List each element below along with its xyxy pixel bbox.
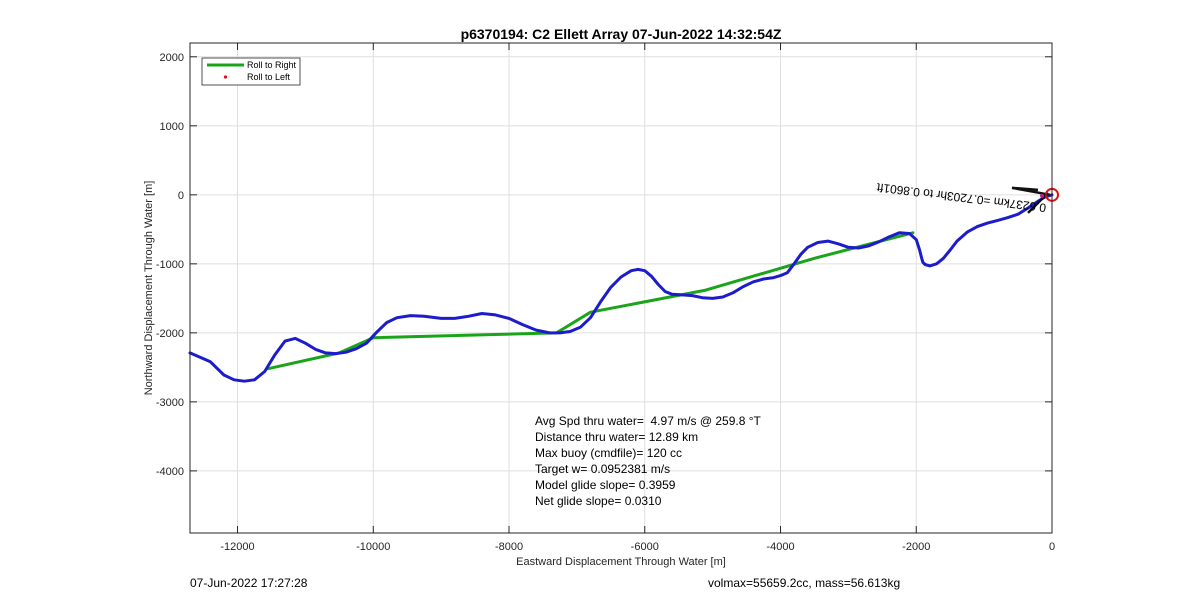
series-track-line [188,193,1054,383]
heading-arrow-barb [1027,191,1049,214]
x-tick-label: -8000 [495,541,523,553]
y-axis-label: Northward Displacement Through Water [m] [143,181,155,396]
waypoint-dot [1040,193,1044,198]
x-axis-label: Eastward Displacement Through Water [m] [516,556,726,568]
footer-mass-info: volmax=55659.2cc, mass=56.613kg [708,576,901,590]
stat-avg-speed: Avg Spd thru water= 4.97 m/s @ 259.8 °T [535,414,762,428]
x-tick-label: -12000 [220,541,254,553]
legend-box [201,57,301,86]
stats-block: Avg Spd thru water= 4.97 m/s @ 259.8 °T … [535,414,762,508]
x-tick-label: -2000 [902,541,930,553]
x-tick-label: -4000 [766,541,794,553]
stat-max-buoy: Max buoy (cmdfile)= 120 cc [535,446,682,460]
legend: Roll to Right Roll to Left [201,57,301,86]
series-roll-right-line [266,231,915,371]
x-tick-label: -10000 [356,541,390,553]
y-tick-label: 1000 [160,121,184,133]
y-tick-label: -1000 [156,259,184,271]
x-tick-label: -6000 [631,541,659,553]
chart-title: p6370194: C2 Ellett Array 07-Jun-2022 14… [461,26,782,42]
stat-model-glide: Model glide slope= 0.3959 [535,478,676,492]
legend-label-roll-right: Roll to Right [247,60,297,70]
legend-label-roll-left: Roll to Left [247,72,291,82]
heading-arrow-head [1011,186,1039,192]
y-tick-label: -3000 [156,397,184,409]
plot-frame [189,42,1053,534]
grid [190,43,1053,533]
plot-background [190,43,1052,533]
stat-target-w: Target w= 0.0952381 m/s [535,462,670,476]
series-layer [188,193,1054,383]
stat-net-glide: Net glide slope= 0.0310 [535,494,662,508]
y-tick-label: -4000 [156,466,184,478]
legend-dot-swatch [223,75,228,79]
y-tick-label: 0 [178,190,184,202]
axis-ticks: -12000 -10000 -8000 -6000 -4000 -2000 02000100… [156,43,1055,553]
y-tick-label: 2000 [160,52,184,64]
x-tick-label: 0 [1049,541,1055,553]
stat-distance: Distance thru water= 12.89 km [535,430,698,444]
y-tick-label: -2000 [156,328,184,340]
footer-timestamp: 07-Jun-2022 17:27:28 [190,576,308,590]
